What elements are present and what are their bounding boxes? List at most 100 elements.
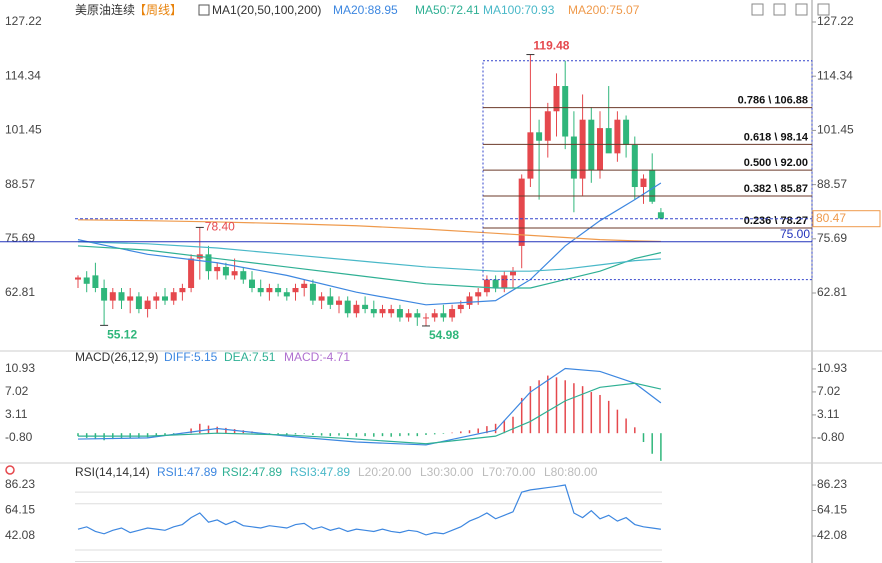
candle-body bbox=[501, 275, 508, 288]
y-tick-label: 88.57 bbox=[817, 177, 847, 191]
macd-title: MACD(26,12,9) bbox=[75, 350, 158, 364]
y-tick-label: 64.15 bbox=[5, 503, 35, 517]
ma-line bbox=[77, 182, 662, 306]
macd-bar bbox=[442, 433, 445, 434]
macd-bar bbox=[590, 392, 593, 434]
macd-bar bbox=[399, 433, 401, 437]
candle-body bbox=[92, 275, 99, 288]
macd-bar bbox=[486, 426, 488, 434]
macd-bar bbox=[451, 432, 453, 434]
y-tick-label: 10.93 bbox=[5, 361, 35, 375]
macd-bar bbox=[581, 386, 584, 434]
macd-bar bbox=[599, 394, 601, 434]
tool-icon[interactable] bbox=[751, 3, 764, 16]
macd-bar bbox=[660, 433, 662, 461]
macd-bar bbox=[225, 427, 227, 434]
candle-body bbox=[127, 296, 134, 301]
candle-body bbox=[510, 271, 516, 276]
candle-body bbox=[388, 309, 395, 314]
candle-body bbox=[214, 266, 221, 272]
candle-body bbox=[222, 266, 229, 276]
settings-icon[interactable] bbox=[5, 465, 15, 475]
annotation-label: 78.40 bbox=[205, 220, 235, 234]
candle-body bbox=[431, 313, 438, 318]
candle-body bbox=[170, 292, 177, 301]
ma-line bbox=[77, 245, 662, 289]
y-tick-label: 88.57 bbox=[5, 177, 35, 191]
tool-icon[interactable] bbox=[773, 3, 786, 16]
candle-body bbox=[379, 309, 386, 314]
candle-body bbox=[449, 309, 456, 318]
y-tick-label: 7.02 bbox=[817, 384, 841, 398]
macd-bar bbox=[355, 433, 358, 437]
candle-body bbox=[162, 296, 168, 301]
candle-body bbox=[657, 212, 664, 219]
macd-bar bbox=[520, 397, 523, 434]
y-tick-label: 86.23 bbox=[5, 477, 35, 491]
period[interactable]: 【周线】 bbox=[134, 3, 182, 17]
legend-entry: MA20:88.95 bbox=[333, 3, 398, 17]
legend-entry: RSI3:47.89 bbox=[290, 465, 350, 479]
support-label: 75.00 bbox=[780, 227, 810, 241]
y-tick-label: -0.80 bbox=[5, 430, 33, 444]
macd-bar bbox=[494, 423, 497, 434]
candle-body bbox=[292, 287, 299, 293]
macd-bar bbox=[312, 433, 314, 435]
macd-bar bbox=[190, 428, 192, 434]
checkbox-icon[interactable] bbox=[198, 4, 210, 16]
macd-bar bbox=[555, 377, 558, 434]
candle-body bbox=[75, 277, 81, 280]
candle-body bbox=[144, 300, 151, 310]
candle-body bbox=[527, 132, 534, 179]
candle-body bbox=[518, 178, 525, 246]
macd-bar bbox=[416, 433, 419, 437]
macd-bar bbox=[329, 433, 332, 437]
candle-body bbox=[240, 271, 247, 280]
y-tick-label: 64.15 bbox=[817, 503, 847, 517]
legend-entry: L80:80.00 bbox=[544, 465, 598, 479]
legend-entry: MACD:-4.71 bbox=[284, 350, 350, 364]
tool-icon[interactable] bbox=[795, 3, 808, 16]
macd-line bbox=[78, 382, 662, 445]
macd-bar bbox=[381, 433, 384, 437]
macd-bar bbox=[651, 433, 653, 454]
macd-bar bbox=[625, 418, 627, 434]
candle-body bbox=[153, 296, 160, 301]
legend-entry: MA100:70.93 bbox=[483, 3, 555, 17]
legend-entry: L70:70.00 bbox=[482, 465, 536, 479]
y-tick-label: 114.34 bbox=[817, 68, 853, 82]
fib-label: 0.618 \ 98.14 bbox=[744, 131, 809, 143]
fib-label: 0.786 \ 106.88 bbox=[738, 94, 808, 106]
candle-body bbox=[396, 309, 403, 318]
y-tick-label: 75.69 bbox=[5, 231, 35, 245]
macd-bar bbox=[286, 433, 288, 435]
y-tick-label: 127.22 bbox=[5, 14, 42, 28]
candle-body bbox=[536, 132, 543, 141]
candle-body bbox=[414, 313, 421, 318]
macd-bar bbox=[573, 383, 575, 434]
y-tick-label: 114.34 bbox=[5, 68, 41, 82]
candle-body bbox=[188, 258, 195, 288]
price-tag bbox=[812, 210, 881, 228]
candle-body bbox=[353, 304, 360, 314]
candle-body bbox=[597, 128, 603, 171]
candle-body bbox=[83, 277, 90, 284]
legend-entry: RSI1:47.89 bbox=[157, 465, 217, 479]
y-tick-label: 62.81 bbox=[817, 285, 847, 299]
fib-label: 0.236 \ 78.27 bbox=[744, 215, 808, 227]
y-tick-label: 62.81 bbox=[5, 285, 35, 299]
macd-bar bbox=[547, 375, 549, 434]
macd-bar bbox=[407, 433, 410, 436]
candle-body bbox=[179, 287, 186, 293]
macd-bar bbox=[364, 433, 366, 437]
legend-entry: RSI2:47.89 bbox=[222, 465, 282, 479]
indicator-name: MA1(20,50,100,200) bbox=[212, 3, 321, 17]
candle-body bbox=[579, 119, 586, 179]
candle-body bbox=[318, 296, 325, 301]
macd-line bbox=[77, 367, 662, 446]
tool-icon[interactable] bbox=[817, 3, 830, 16]
y-tick-label: 42.08 bbox=[5, 528, 35, 542]
macd-bar bbox=[634, 427, 636, 434]
